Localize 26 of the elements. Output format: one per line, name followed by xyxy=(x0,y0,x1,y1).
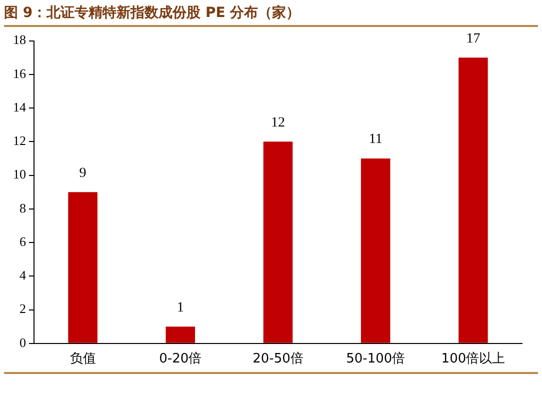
x-tick-label: 100倍以上 xyxy=(441,352,506,367)
bar xyxy=(360,158,390,343)
x-tick-label: 0-20倍 xyxy=(159,352,202,367)
y-tick-label: 14 xyxy=(13,99,26,114)
y-tick-label: 16 xyxy=(13,66,26,81)
data-label: 17 xyxy=(466,31,480,46)
y-tick-label: 8 xyxy=(20,200,26,216)
bar xyxy=(68,192,98,343)
bar xyxy=(263,142,293,343)
x-tick-label: 20-50倍 xyxy=(252,352,304,367)
data-label: 9 xyxy=(79,166,86,181)
data-label: 11 xyxy=(368,132,382,148)
y-tick-label: 12 xyxy=(13,133,26,148)
bar xyxy=(166,326,196,343)
data-label: 12 xyxy=(271,115,285,130)
y-tick-label: 10 xyxy=(13,166,26,182)
chart-title: 图 9：北证专精特新指数成份股 PE 分布（家） xyxy=(4,4,538,27)
x-tick-label: 50-100倍 xyxy=(346,352,406,367)
y-tick-label: 2 xyxy=(20,301,26,316)
y-tick-label: 6 xyxy=(20,234,26,249)
y-tick-label: 18 xyxy=(13,32,26,48)
data-label: 1 xyxy=(176,300,184,316)
bar xyxy=(458,58,488,343)
y-tick-label: 0 xyxy=(20,334,26,350)
x-tick-label: 负值 xyxy=(70,352,96,367)
y-tick-label: 4 xyxy=(20,268,26,283)
